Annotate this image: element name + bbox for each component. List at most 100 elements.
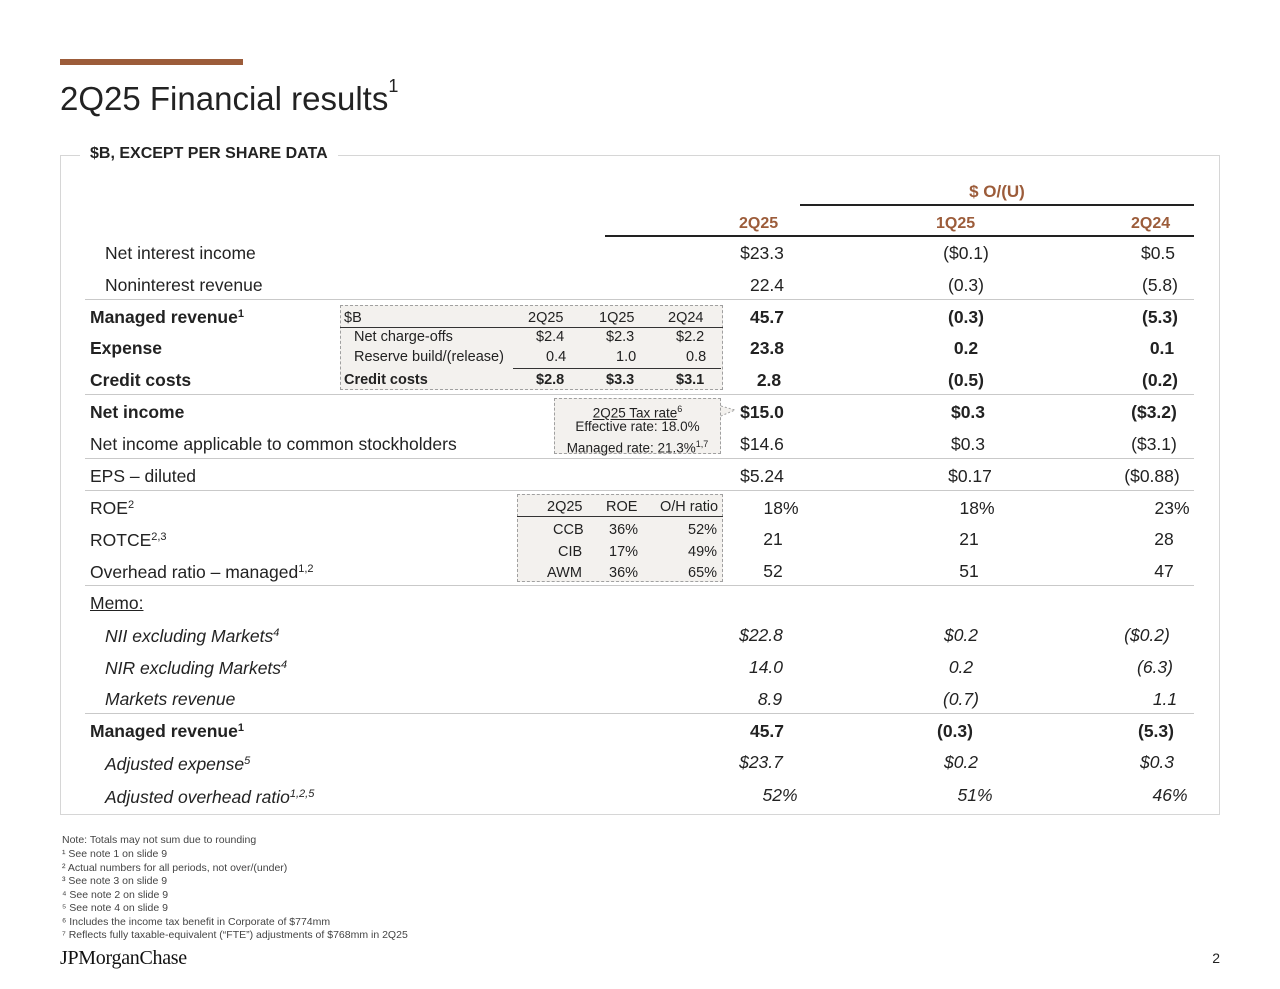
cell-memo-managed-revenue-2q24: (5.3) xyxy=(1138,721,1174,741)
roe-inset-roe: 36% xyxy=(609,522,639,538)
row-label-adjusted-overhead-ratio: Adjusted overhead ratio1,2,5 xyxy=(105,787,315,807)
credit-inset-row-label: Net charge-offs xyxy=(354,329,453,345)
row-label-expense: Expense xyxy=(90,338,162,358)
footnote-4: ⁴ See note 2 on slide 9 xyxy=(62,889,169,901)
cell-nii-ex-markets-2q24: ($0.2) xyxy=(1124,625,1170,645)
cell-markets-revenue-1q25: (0.7) xyxy=(943,689,979,709)
company-logo: JPMorganChase xyxy=(60,947,187,969)
tax-callout-pointer-icon xyxy=(721,405,737,417)
roe-inset-segment: CCB xyxy=(553,522,584,538)
tax-rate-inset xyxy=(554,398,721,454)
cell-managed-revenue-2q25: 45.7 xyxy=(749,307,785,327)
row-label-net-income-common: Net income applicable to common stockhol… xyxy=(90,434,457,454)
cell-roe-2q24: 23% xyxy=(1154,498,1190,518)
cell-eps-1q25: $0.17 xyxy=(948,466,992,486)
header-rule xyxy=(605,235,1194,237)
roe-inset-oh: 65% xyxy=(688,565,718,581)
row-label-managed-revenue: Managed revenue1 xyxy=(90,307,244,327)
row-label-markets-revenue: Markets revenue xyxy=(105,689,236,709)
memo-label: Memo: xyxy=(90,593,144,613)
cell-overhead-2q24: 47 xyxy=(1154,561,1174,581)
segment-roe-inset xyxy=(517,494,723,582)
cell-nir-2q25: 22.4 xyxy=(749,275,785,295)
column-header-2q25: 2Q25 xyxy=(739,215,779,232)
units-label: $B, EXCEPT PER SHARE DATA xyxy=(80,145,338,163)
cell-adjusted-overhead-2q25: 52% xyxy=(762,785,798,805)
row-label-adjusted-expense: Adjusted expense5 xyxy=(105,754,251,774)
credit-inset-row-label: Reserve build/(release) xyxy=(354,349,504,365)
roe-inset-segment: AWM xyxy=(547,565,582,581)
cell-net-income-2q24: ($3.2) xyxy=(1131,402,1177,422)
footnote-2: ² Actual numbers for all periods, not ov… xyxy=(62,862,288,874)
roe-inset-segment: CIB xyxy=(558,544,583,560)
cell-expense-1q25: 0.2 xyxy=(953,338,979,358)
cell-nii-ex-markets-2q25: $22.8 xyxy=(739,625,783,645)
roe-inset-roe: 17% xyxy=(609,544,639,560)
cell-roe-2q25: 18% xyxy=(763,498,799,518)
cell-nir-2q24: (5.8) xyxy=(1142,275,1178,295)
cell-nii-ex-markets-1q25: $0.2 xyxy=(943,625,979,645)
credit-inset-cell: $2.4 xyxy=(536,329,565,345)
credit-inset-total-label: Credit costs xyxy=(344,372,428,388)
cell-markets-revenue-2q25: 8.9 xyxy=(757,689,783,709)
cell-nii-2q25: $23.3 xyxy=(740,243,784,263)
row-divider xyxy=(85,299,1194,300)
tax-inset-effective-rate: Effective rate: 18.0% xyxy=(575,419,700,434)
cell-memo-managed-revenue-2q25: 45.7 xyxy=(749,721,785,741)
credit-inset-header-2q25: 2Q25 xyxy=(528,310,564,326)
footnote-note: Note: Totals may not sum due to rounding xyxy=(62,834,257,846)
cell-adjusted-overhead-1q25: 51% xyxy=(957,785,993,805)
row-divider xyxy=(85,713,1194,714)
credit-inset-header-2q24: 2Q24 xyxy=(668,310,704,326)
cell-markets-revenue-2q24: 1.1 xyxy=(1152,689,1178,709)
cell-overhead-1q25: 51 xyxy=(959,561,979,581)
footnote-3: ³ See note 3 on slide 9 xyxy=(62,875,168,887)
row-label-memo-managed-revenue: Managed revenue1 xyxy=(90,721,244,741)
cell-adjusted-expense-2q24: $0.3 xyxy=(1139,752,1175,772)
cell-rotce-2q24: 28 xyxy=(1154,529,1174,549)
row-label-credit-costs: Credit costs xyxy=(90,370,192,390)
cell-adjusted-expense-2q25: $23.7 xyxy=(739,752,783,772)
cell-nir-ex-markets-2q24: (6.3) xyxy=(1137,657,1173,677)
credit-inset-total-rule xyxy=(513,368,721,369)
row-label-nii-ex-markets: NII excluding Markets4 xyxy=(105,626,280,646)
cell-rotce-2q25: 21 xyxy=(763,529,783,549)
roe-inset-oh: 49% xyxy=(688,544,718,560)
row-label-rotce: ROTCE2,3 xyxy=(90,530,167,550)
tax-inset-managed-rate: Managed rate: 21.3%1,7 xyxy=(566,439,709,456)
row-label-nir-ex-markets: NIR excluding Markets4 xyxy=(105,658,288,678)
footnote-5: ⁵ See note 4 on slide 9 xyxy=(62,902,168,914)
cell-memo-managed-revenue-1q25: (0.3) xyxy=(937,721,973,741)
credit-inset-cell: $2.2 xyxy=(676,329,705,345)
over-under-header: $ O/(U) xyxy=(969,182,1025,201)
cell-nii-2q24: $0.5 xyxy=(1140,243,1176,263)
cell-roe-1q25: 18% xyxy=(959,498,995,518)
credit-inset-total-cell: $2.8 xyxy=(536,372,565,388)
cell-overhead-2q25: 52 xyxy=(763,561,783,581)
credit-inset-header-1q25: 1Q25 xyxy=(599,310,635,326)
cell-managed-revenue-2q24: (5.3) xyxy=(1142,307,1178,327)
cell-eps-2q25: $5.24 xyxy=(740,466,784,486)
column-header-2q24: 2Q24 xyxy=(1131,215,1171,232)
row-label-eps-diluted: EPS – diluted xyxy=(90,466,197,486)
credit-costs-inset xyxy=(340,305,723,390)
cell-credit-costs-2q24: (0.2) xyxy=(1142,370,1178,390)
cell-nir-1q25: (0.3) xyxy=(948,275,984,295)
row-label-noninterest-revenue: Noninterest revenue xyxy=(105,275,263,295)
cell-eps-2q24: ($0.88) xyxy=(1124,466,1180,486)
table-frame xyxy=(60,155,1220,815)
tax-inset-title: 2Q25 Tax rate6 xyxy=(592,404,683,421)
cell-nii-1q25: ($0.1) xyxy=(943,243,989,263)
footnote-7: ⁷ Reflects fully taxable-equivalent (“FT… xyxy=(62,929,408,941)
cell-adjusted-expense-1q25: $0.2 xyxy=(943,752,979,772)
row-label-net-income: Net income xyxy=(90,402,185,422)
column-header-1q25: 1Q25 xyxy=(936,215,976,232)
cell-credit-costs-1q25: (0.5) xyxy=(948,370,984,390)
credit-inset-cell: 0.4 xyxy=(546,349,567,365)
cell-ni-common-2q25: $14.6 xyxy=(740,434,784,454)
cell-net-income-1q25: $0.3 xyxy=(950,402,986,422)
title-footnote-ref: 1 xyxy=(388,76,399,96)
row-divider xyxy=(85,585,1194,586)
roe-inset-header-period: 2Q25 xyxy=(547,499,583,515)
roe-inset-header-rule xyxy=(517,516,723,517)
